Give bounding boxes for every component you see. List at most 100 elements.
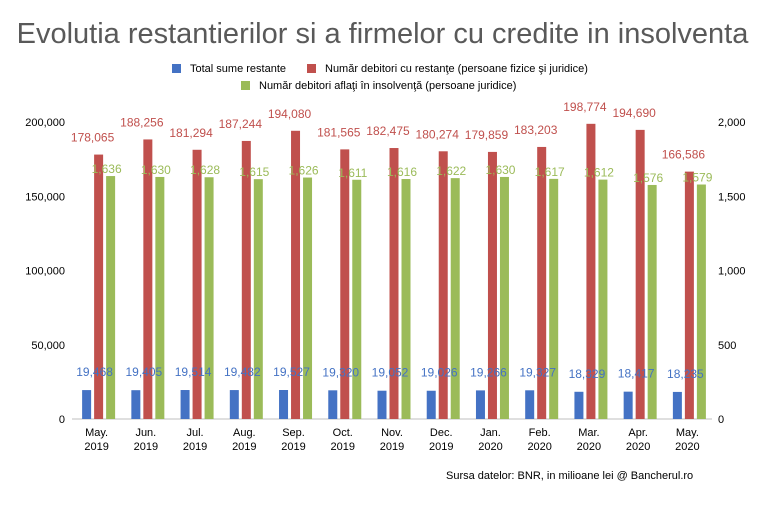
data-label-series-2: 194,690 (612, 106, 656, 120)
data-label-series-3: 1,616 (387, 165, 417, 179)
data-label-series-1: 19,320 (322, 365, 359, 379)
x-tick-label-month: Dec. (430, 427, 453, 439)
bar-series-1 (131, 390, 141, 419)
bar-series-1 (574, 391, 584, 419)
data-label-series-1: 19,052 (372, 366, 409, 380)
x-tick-label-month: Jul. (187, 427, 204, 439)
data-label-series-3: 1,630 (485, 163, 515, 177)
data-labels: 19,468 19,405 19,514 19,482 19,527 19,320 19,0… (71, 100, 713, 381)
x-tick-label: Feb. 2020 (527, 427, 551, 453)
data-label-series-2: 194,080 (268, 107, 312, 121)
data-label-series-2: 181,565 (317, 125, 361, 139)
data-label-series-3: 1,611 (338, 166, 367, 180)
data-label-series-2: 182,475 (366, 124, 410, 138)
x-tick-label-year: 2020 (577, 441, 601, 453)
bar-series-3 (303, 177, 313, 419)
y-left-tick-label: 200,000 (25, 117, 65, 129)
data-label-series-3: 1,622 (436, 164, 466, 178)
data-label-series-3: 1,617 (535, 165, 565, 179)
bar-series-2 (586, 123, 596, 419)
bars (82, 123, 706, 420)
bar-series-1 (180, 390, 190, 419)
y-right-tick-label: 1,000 (718, 266, 746, 278)
x-tick-label-year: 2019 (183, 441, 207, 453)
x-tick-label-year: 2019 (331, 441, 355, 453)
data-label-series-1: 18,329 (569, 367, 606, 381)
legend-swatch (241, 81, 250, 90)
bar-series-3 (204, 177, 214, 419)
bar-series-1 (525, 390, 535, 419)
x-tick-label-month: Feb. (529, 427, 551, 439)
y-right-tick-label: 2,000 (718, 117, 746, 129)
bar-series-2 (487, 151, 497, 420)
legend-label: Număr debitori aflaţi în insolvenţă (per… (259, 80, 516, 92)
bar-series-3 (696, 184, 706, 419)
bar-series-2 (635, 129, 645, 419)
data-label-series-2: 188,256 (120, 115, 164, 129)
data-label-series-2: 178,065 (71, 131, 115, 145)
bar-series-1 (328, 390, 338, 419)
data-label-series-3: 1,636 (92, 162, 122, 176)
bar-series-3 (253, 179, 263, 419)
data-label-series-3: 1,576 (633, 171, 663, 185)
x-tick-label: Jan. 2020 (478, 427, 502, 453)
chart-title: Evolutia restantierilor si a firmelor cu… (16, 18, 749, 50)
x-tick-label-month: Aug. (233, 427, 256, 439)
data-label-series-2: 183,203 (514, 123, 558, 137)
bar-series-2 (438, 151, 448, 420)
data-label-series-2: 179,859 (465, 128, 509, 142)
bar-series-2 (389, 148, 399, 419)
x-tick-label: Sep. 2019 (281, 427, 305, 453)
x-tick-label-month: Oct. (333, 427, 353, 439)
data-label-series-3: 1,579 (682, 171, 712, 185)
bar-series-3 (352, 179, 362, 419)
bar-series-1 (426, 390, 436, 419)
data-label-series-3: 1,612 (584, 166, 614, 180)
y-right-tick-label: 500 (718, 340, 736, 352)
bar-series-2 (143, 139, 153, 420)
x-tick-label: Nov. 2019 (380, 427, 404, 453)
x-tick-label-year: 2019 (380, 441, 404, 453)
data-label-series-1: 19,482 (224, 365, 261, 379)
data-label-series-1: 18,235 (667, 367, 704, 381)
data-label-series-3: 1,630 (141, 163, 171, 177)
bar-series-3 (106, 176, 116, 419)
x-tick-label-year: 2020 (626, 441, 650, 453)
data-label-series-1: 18,417 (618, 367, 655, 381)
data-label-series-2: 187,244 (219, 117, 263, 131)
x-tick-label: Apr. 2020 (626, 427, 650, 453)
data-label-series-2: 181,294 (169, 126, 213, 140)
bar-series-1 (623, 391, 633, 419)
bar-series-1 (672, 391, 682, 419)
x-tick-label: Dec. 2019 (429, 427, 453, 453)
data-label-series-3: 1,626 (289, 164, 319, 178)
bar-series-1 (377, 390, 387, 419)
y-left-tick-label: 100,000 (25, 266, 65, 278)
data-label-series-2: 166,586 (662, 148, 706, 162)
data-label-series-1: 19,327 (519, 365, 556, 379)
x-tick-label-year: 2019 (232, 441, 256, 453)
bar-series-2 (94, 154, 104, 419)
data-label-series-1: 19,026 (421, 366, 458, 380)
axes: 0 50,000 100,000 150,000 200,000 0 500 1,000 1,5… (25, 117, 745, 453)
legend-label: Număr debitori cu restanţe (persoane fiz… (325, 63, 588, 75)
bar-series-3 (401, 179, 411, 419)
data-label-series-2: 180,274 (416, 127, 460, 141)
x-tick-label-year: 2019 (134, 441, 158, 453)
bar-series-1 (82, 390, 92, 419)
bar-series-1 (279, 390, 289, 419)
legend: Total sume restante Număr debitori cu res… (172, 63, 588, 92)
y-left-tick-label: 0 (59, 414, 65, 426)
x-tick-label: Oct. 2019 (331, 427, 355, 453)
bar-series-3 (549, 178, 559, 419)
y-left-tick-label: 50,000 (31, 340, 65, 352)
x-tick-label-month: Mar. (578, 427, 599, 439)
x-tick-label: May. 2019 (84, 427, 108, 453)
data-label-series-3: 1,628 (190, 163, 220, 177)
source-note: Sursa datelor: BNR, in milioane lei @ Ba… (446, 470, 694, 482)
bar-series-3 (647, 184, 657, 419)
bar-series-2 (192, 149, 202, 419)
x-tick-label: Mar. 2020 (577, 427, 601, 453)
x-tick-label: Aug. 2019 (232, 427, 256, 453)
x-tick-label-month: May. (85, 427, 108, 439)
